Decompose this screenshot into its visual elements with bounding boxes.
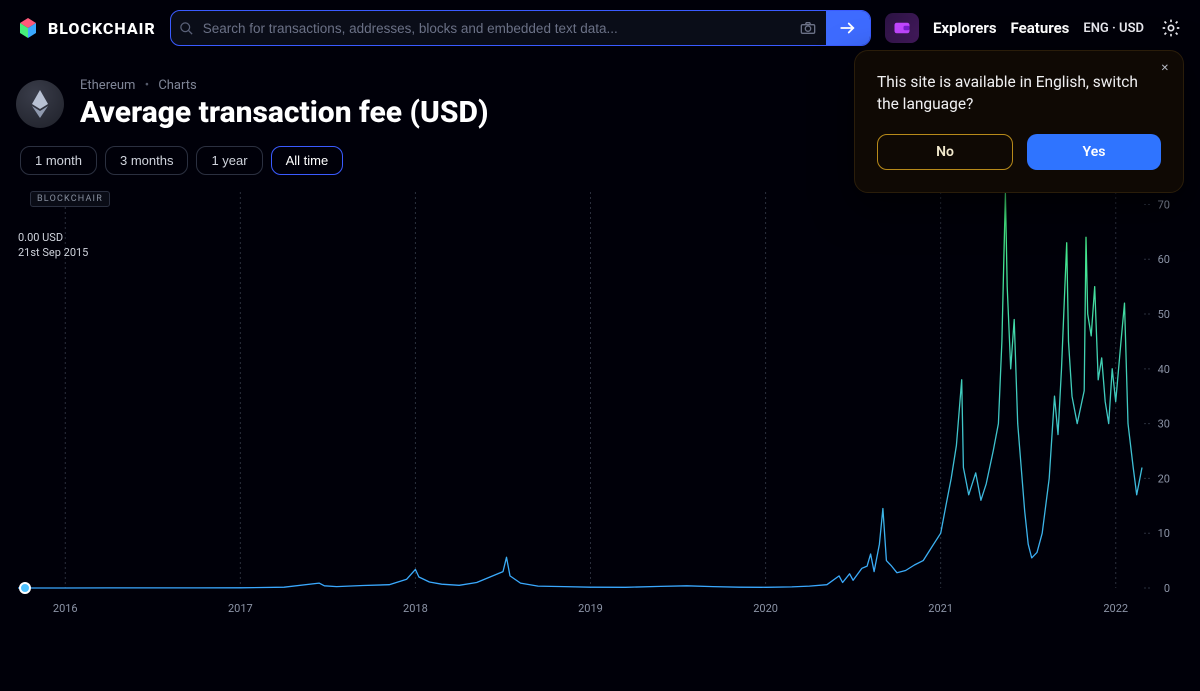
camera-icon[interactable] [790, 21, 826, 35]
logo-text: BLOCKCHAIR [48, 19, 156, 38]
nav-explorers[interactable]: Explorers [933, 19, 997, 37]
breadcrumb-coin[interactable]: Ethereum [80, 78, 135, 93]
coin-avatar [16, 80, 64, 128]
svg-text:2022: 2022 [1103, 602, 1128, 615]
svg-text:50: 50 [1158, 308, 1170, 321]
svg-text:2017: 2017 [228, 602, 253, 615]
settings-button[interactable] [1158, 15, 1184, 41]
popup-message: This site is available in English, switc… [877, 71, 1161, 116]
svg-text:70: 70 [1158, 198, 1170, 211]
breadcrumb-section[interactable]: Charts [158, 78, 196, 93]
svg-text:20: 20 [1158, 472, 1170, 485]
lang-currency[interactable]: ENG · USD [1083, 21, 1144, 36]
time-range-tabs: 1 month 3 months 1 year All time [20, 146, 343, 175]
chart-area: BLOCKCHAIR 0.00 USD 21st Sep 2015 201620… [18, 188, 1182, 628]
page-title: Average transaction fee (USD) [80, 95, 489, 130]
svg-text:2020: 2020 [753, 602, 778, 615]
range-1-year[interactable]: 1 year [196, 146, 262, 175]
logo[interactable]: BLOCKCHAIR [16, 16, 156, 40]
svg-text:30: 30 [1158, 418, 1170, 431]
breadcrumb: Ethereum • Charts [80, 78, 489, 93]
svg-text:2019: 2019 [578, 602, 603, 615]
range-1-month[interactable]: 1 month [20, 146, 97, 175]
svg-text:2018: 2018 [403, 602, 428, 615]
chart-watermark: BLOCKCHAIR [30, 191, 110, 207]
svg-text:10: 10 [1158, 527, 1170, 540]
cursor-date: 21st Sep 2015 [18, 245, 88, 260]
svg-text:2021: 2021 [928, 602, 953, 615]
wallet-icon[interactable] [885, 13, 919, 43]
popup-close-icon[interactable]: ✕ [1161, 63, 1169, 74]
chart-cursor-tooltip: 0.00 USD 21st Sep 2015 [18, 230, 88, 261]
range-all-time[interactable]: All time [271, 146, 344, 175]
svg-text:0: 0 [1164, 582, 1170, 595]
search-submit-button[interactable] [826, 11, 870, 45]
popup-no-button[interactable]: No [877, 134, 1013, 170]
cursor-value: 0.00 USD [18, 230, 88, 245]
ethereum-icon [30, 90, 50, 118]
svg-text:40: 40 [1158, 363, 1170, 376]
title-block: Ethereum • Charts Average transaction fe… [80, 78, 489, 130]
language-popup: ✕ This site is available in English, swi… [854, 50, 1184, 193]
fee-line-chart[interactable]: 2016 2017 2018 2019 2020 2021 2022 0 10 20 30 40 50 6… [18, 188, 1182, 628]
blockchair-logo-icon [16, 16, 40, 40]
svg-text:60: 60 [1158, 253, 1170, 266]
search-icon [171, 21, 203, 36]
popup-yes-button[interactable]: Yes [1027, 134, 1161, 170]
chart-cursor-dot[interactable] [19, 582, 31, 594]
nav-features[interactable]: Features [1011, 19, 1070, 37]
search-input[interactable] [203, 21, 790, 36]
svg-text:2016: 2016 [53, 602, 78, 615]
top-bar: BLOCKCHAIR Explorers Features ENG · USD [0, 0, 1200, 56]
search-bar [170, 10, 871, 46]
range-3-months[interactable]: 3 months [105, 146, 188, 175]
